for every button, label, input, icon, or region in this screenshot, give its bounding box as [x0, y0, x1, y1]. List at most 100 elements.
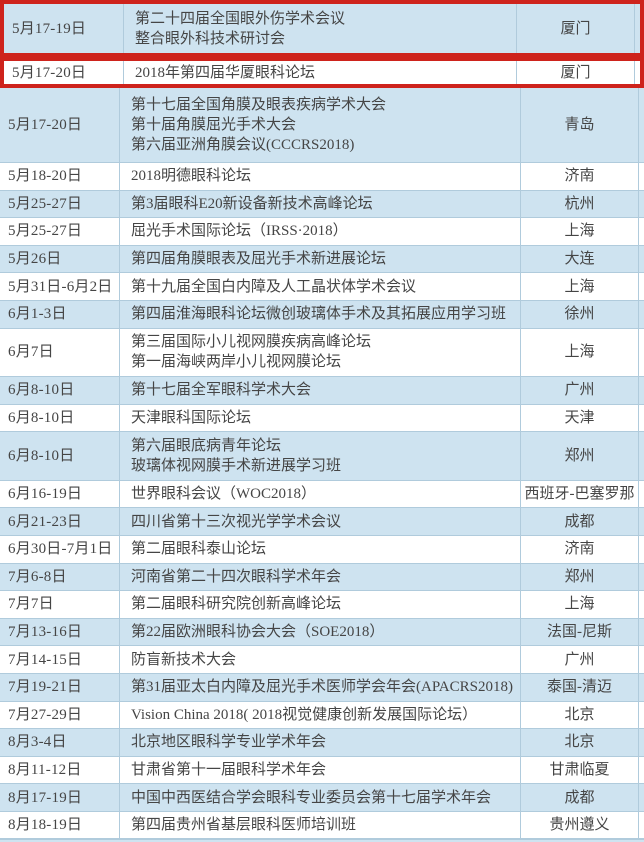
location-cell: 郑州: [521, 432, 639, 480]
conference-name-cell: 第二届眼科研究院创新高峰论坛: [120, 591, 521, 618]
conference-name-line: 第二届眼科研究院创新高峰论坛: [131, 596, 342, 613]
conference-name-cell: 甘肃省第十一届眼科学术年会: [120, 756, 521, 784]
location-cell: 天津: [521, 404, 639, 432]
table-row: 7月27-29日 Vision China 2018( 2018视觉健康创新发展国…: [0, 701, 644, 730]
conference-name-line: 第四届角膜眼表及屈光手术新进展论坛: [131, 251, 387, 268]
row-edge-filler: [639, 301, 644, 328]
date-cell: 5月17-20日: [4, 61, 124, 84]
conference-name-cell: 第十七届全国角膜及眼表疾病学术大会 第十届角膜屈光手术大会 第六届亚洲角膜会议(CC…: [120, 88, 521, 162]
location-cell: 成都: [521, 784, 639, 811]
date-cell: 7月13-16日: [0, 618, 120, 646]
table-row: 7月13-16日 第22届欧洲眼科协会大会（SOE2018） 法国-尼斯: [0, 618, 644, 647]
conference-name-line: 中国中西医结合学会眼科专业委员会第十七届学术年会: [131, 789, 492, 806]
location-cell: 厦门: [517, 4, 635, 53]
location-cell: 济南: [521, 163, 639, 190]
date-cell: 6月8-10日: [0, 432, 120, 480]
date-cell: 6月16-19日: [0, 480, 120, 508]
date-cell: 5月25-27日: [0, 218, 120, 245]
conference-name-line: 第六届眼底病青年论坛: [131, 438, 282, 454]
table-row-highlighted: 5月17-20日 2018年第四届华厦眼科论坛 厦门: [0, 57, 644, 88]
conference-name-line: 玻璃体视网膜手术新进展学习班: [131, 458, 342, 474]
row-edge-filler: [639, 218, 644, 245]
conference-name-line: 北京地区眼科学专业学术年会: [131, 734, 327, 751]
date-cell: 7月6-8日: [0, 563, 120, 591]
conference-name-cell: 四川省第十三次视光学学术会议: [120, 508, 521, 535]
conference-name-line: 第二十四届全国眼外伤学术会议: [135, 10, 346, 27]
row-edge-filler: [639, 812, 644, 839]
table-row: 6月30日-7月1日 第二届眼科泰山论坛 济南: [0, 535, 644, 564]
table-row: 5月25-27日 第3届眼科E20新设备新技术高峰论坛 杭州: [0, 190, 644, 219]
location-cell: 上海: [521, 328, 639, 377]
location-cell: 广州: [521, 646, 639, 673]
row-edge-filler: [639, 646, 644, 673]
table-row: 5月26日 第四届角膜眼表及屈光手术新进展论坛 大连: [0, 245, 644, 274]
date-cell: 6月7日: [0, 328, 120, 377]
row-edge-filler: [639, 432, 644, 480]
table-row: 6月7日 第三届国际小儿视网膜疾病高峰论坛 第一届海峡两岸小儿视网膜论坛 上海: [0, 328, 644, 378]
conference-name-cell: 第六届眼底病青年论坛玻璃体视网膜手术新进展学习班: [120, 432, 521, 480]
table-row: 7月7日 第二届眼科研究院创新高峰论坛 上海: [0, 591, 644, 619]
date-cell: 7月27-29日: [0, 701, 120, 729]
conference-name-cell: 世界眼科会议（WOC2018）: [120, 480, 521, 508]
row-edge-filler: [639, 564, 644, 591]
location-cell: 上海: [521, 591, 639, 618]
row-edge-filler: [635, 61, 640, 84]
conference-name-line: 第31届亚太白内障及屈光手术医师学会年会(APACRS2018): [131, 679, 513, 696]
conference-name-line: 第四届淮海眼科论坛微创玻璃体手术及其拓展应用学习班: [131, 306, 507, 323]
location-cell: 西班牙-巴塞罗那: [521, 480, 639, 508]
date-cell: 8月18-19日: [0, 811, 120, 839]
row-edge-filler: [639, 273, 644, 300]
table-row: 7月14-15日 防盲新技术大会 广州: [0, 646, 644, 674]
row-edge-filler: [639, 757, 644, 784]
conference-name-cell: 第四届淮海眼科论坛微创玻璃体手术及其拓展应用学习班: [120, 300, 521, 328]
conference-name-line: Vision China 2018( 2018视觉健康创新发展国际论坛）: [131, 706, 478, 723]
location-cell: 杭州: [521, 190, 639, 218]
table-row: 5月18-20日 2018明德眼科论坛 济南: [0, 163, 644, 191]
partial-next-row: [0, 839, 644, 842]
date-cell: 8月3-4日: [0, 729, 120, 756]
conference-name-cell: 第四届贵州省基层眼科医师培训班: [120, 811, 521, 839]
location-cell: 广州: [521, 377, 639, 404]
table-row: 6月1-3日 第四届淮海眼科论坛微创玻璃体手术及其拓展应用学习班 徐州: [0, 300, 644, 329]
conference-name-cell: 第二届眼科泰山论坛: [120, 535, 521, 563]
location-cell: 甘肃临夏: [521, 756, 639, 784]
conference-name-line: 四川省第十三次视光学学术会议: [131, 513, 342, 530]
table-row: 5月25-27日 屈光手术国际论坛（IRSS·2018） 上海: [0, 218, 644, 246]
location-cell: 成都: [521, 508, 639, 535]
row-edge-filler: [639, 329, 644, 377]
date-cell: 8月11-12日: [0, 756, 120, 784]
table-row: 6月21-23日 四川省第十三次视光学学术会议 成都: [0, 508, 644, 536]
location-cell: 上海: [521, 273, 639, 300]
table-row: 8月17-19日 中国中西医结合学会眼科专业委员会第十七届学术年会 成都: [0, 784, 644, 812]
date-cell: 6月30日-7月1日: [0, 535, 120, 563]
location-cell: 泰国-清迈: [521, 673, 639, 701]
table-row: 8月11-12日 甘肃省第十一届眼科学术年会 甘肃临夏: [0, 756, 644, 785]
conference-name-line: 第22届欧洲眼科协会大会（SOE2018）: [131, 624, 385, 641]
location-cell: 法国-尼斯: [521, 618, 639, 646]
table-row: 6月8-10日 第六届眼底病青年论坛 玻璃体视网膜手术新进展学习班 郑州: [0, 432, 644, 481]
conference-name-line: 第一届海峡两岸小儿视网膜论坛: [131, 354, 342, 371]
location-cell: 郑州: [521, 563, 639, 591]
table-row: 7月19-21日 第31届亚太白内障及屈光手术医师学会年会(APACRS2018)…: [0, 673, 644, 702]
row-edge-filler: [639, 377, 644, 404]
location-cell: 北京: [521, 701, 639, 729]
row-edge-filler: [639, 163, 644, 190]
date-cell: 8月17-19日: [0, 784, 120, 811]
conference-name-line: 世界眼科会议（WOC2018）: [131, 486, 316, 503]
date-cell: 5月31日-6月2日: [0, 273, 120, 300]
table-row: 8月3-4日 北京地区眼科学专业学术年会 北京: [0, 729, 644, 757]
conference-name-cell: 第十七届全军眼科学术大会: [120, 377, 521, 404]
location-cell: 济南: [521, 535, 639, 563]
row-edge-filler: [639, 191, 644, 218]
row-edge-filler: [639, 591, 644, 618]
table-row: 7月6-8日 河南省第二十四次眼科学术年会 郑州: [0, 563, 644, 592]
conference-name-cell: 中国中西医结合学会眼科专业委员会第十七届学术年会: [120, 784, 521, 811]
date-cell: 5月25-27日: [0, 190, 120, 218]
row-edge-filler: [639, 619, 644, 646]
conference-name-cell: 第22届欧洲眼科协会大会（SOE2018）: [120, 618, 521, 646]
row-edge-filler: [639, 481, 644, 508]
conference-name-cell: 北京地区眼科学专业学术年会: [120, 729, 521, 756]
conference-name-line: 第十届角膜屈光手术大会: [131, 117, 297, 133]
